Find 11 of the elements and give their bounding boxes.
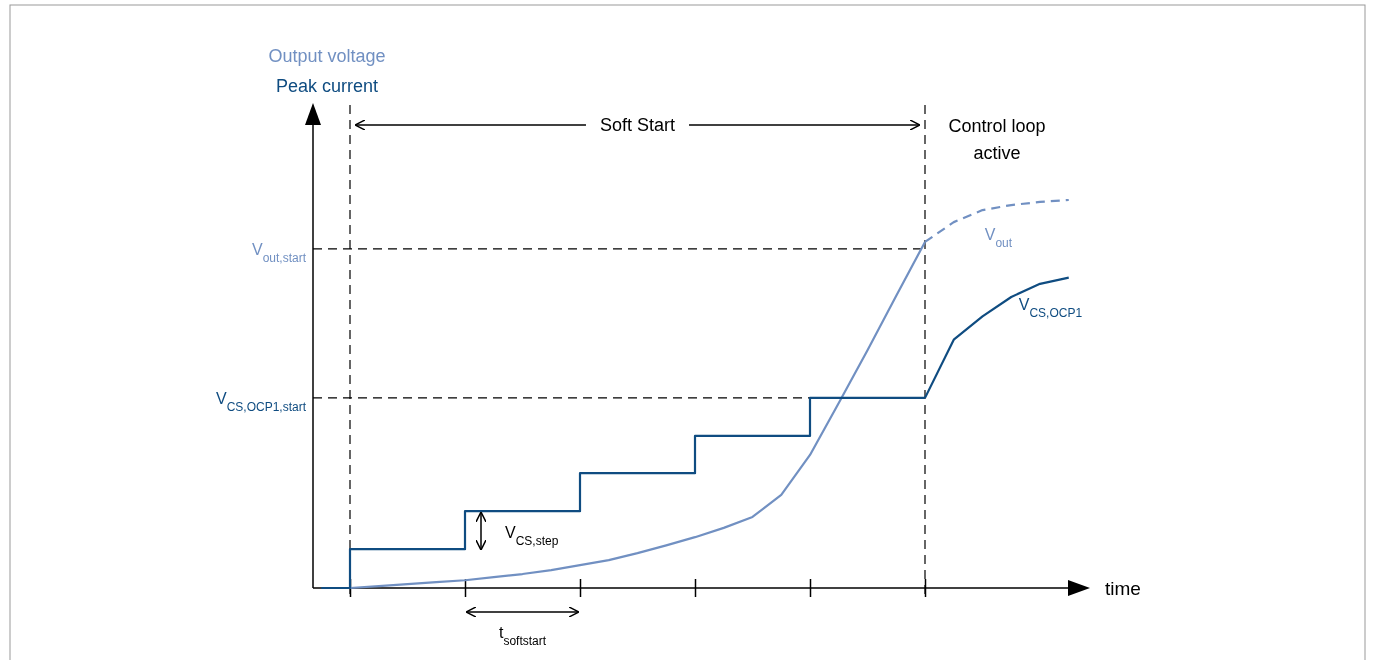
x-axis-title: time [1105, 578, 1141, 599]
annotation: V$_{CS,step}$ [505, 524, 559, 548]
text: Output voltage [268, 46, 386, 66]
text: Soft Start [599, 115, 676, 135]
ref-line-label: V$_{CS,OCP1,start}$ [215, 389, 307, 414]
series-label: V$_{CS,OCP1}$ [1018, 295, 1083, 320]
text: Control loop active [948, 116, 1046, 163]
text: Peak current [275, 76, 379, 96]
ref-line-label: V$_{out,start}$ [251, 240, 307, 265]
series-label: V$_{out}$ [984, 226, 1013, 250]
text: t$_{softstart}$ [498, 624, 547, 648]
